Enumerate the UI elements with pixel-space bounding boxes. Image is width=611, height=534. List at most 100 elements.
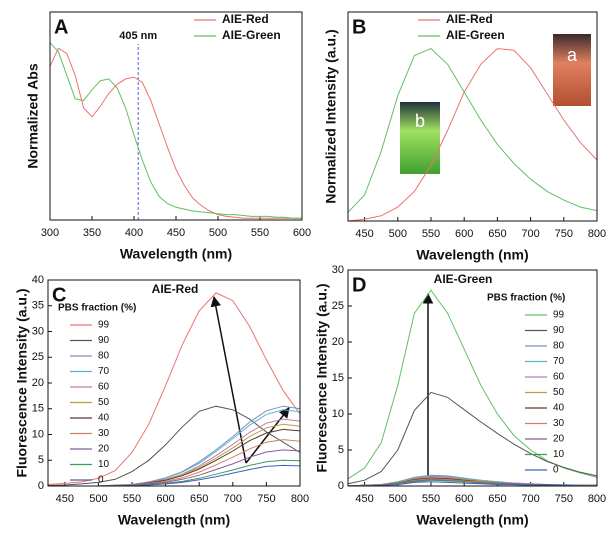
x-tick-label: 800 — [588, 228, 606, 240]
legend-label: 99 — [553, 310, 565, 321]
x-tick-label: 750 — [555, 228, 573, 240]
legend-label: 10 — [98, 459, 110, 470]
panel-label: B — [352, 16, 366, 38]
legend-label: 30 — [553, 418, 565, 429]
x-tick-label: 600 — [455, 228, 473, 240]
series-line — [49, 47, 302, 219]
legend-label: 70 — [553, 356, 565, 367]
legend-title: PBS fraction (%) — [487, 293, 565, 304]
x-tick-label: 750 — [555, 493, 573, 505]
y-tick-label: 20 — [32, 377, 44, 389]
plot-frame — [47, 279, 301, 487]
legend-label: 60 — [553, 372, 565, 383]
x-axis-title: Wavelength (nm) — [120, 246, 232, 262]
legend-label: 20 — [98, 444, 110, 455]
x-tick-label: 350 — [83, 227, 101, 239]
legend-label: AIE-Green — [222, 28, 281, 42]
legend-label: 99 — [98, 320, 110, 331]
x-tick-label: 550 — [251, 227, 269, 239]
y-axis-title: Normalized Intensity (a.u.) — [323, 29, 339, 203]
legend-label: 30 — [98, 428, 110, 439]
x-tick-label: 700 — [521, 493, 539, 505]
x-tick-label: 300 — [41, 227, 59, 239]
legend-label: 0 — [553, 465, 559, 476]
x-axis-title: Wavelength (nm) — [118, 512, 230, 528]
series-line — [47, 405, 301, 486]
x-tick-label: 650 — [488, 493, 506, 505]
y-tick-label: 35 — [32, 300, 44, 312]
y-tick-label: 25 — [332, 300, 344, 312]
inset-label: b — [415, 111, 425, 131]
x-tick-label: 600 — [156, 493, 174, 505]
y-tick-label: 30 — [32, 325, 44, 337]
legend-label: 40 — [98, 413, 110, 424]
inset-photo-a — [553, 34, 591, 106]
x-tick-label: 550 — [123, 493, 141, 505]
y-tick-label: 0 — [338, 480, 344, 492]
y-axis-title: Fluorescence Intensity (a.u.) — [314, 283, 330, 472]
y-tick-label: 10 — [32, 428, 44, 440]
panel-label: D — [352, 274, 366, 296]
legend-label: 60 — [98, 382, 110, 393]
x-tick-label: 500 — [89, 493, 107, 505]
x-tick-label: 450 — [355, 493, 373, 505]
legend-label: 70 — [98, 366, 110, 377]
series-line — [347, 48, 598, 213]
y-axis-title: Fluorescence Intensity (a.u.) — [14, 288, 30, 477]
x-tick-label: 650 — [488, 228, 506, 240]
legend-label: 20 — [553, 434, 565, 445]
legend-label: 80 — [98, 351, 110, 362]
plot-frame — [347, 269, 598, 487]
y-tick-label: 0 — [38, 480, 44, 492]
x-tick-label: 800 — [588, 493, 606, 505]
arrow — [210, 295, 247, 464]
legend-label: 90 — [553, 325, 565, 336]
legend-label: 90 — [98, 335, 110, 346]
y-tick-label: 20 — [332, 336, 344, 348]
y-tick-label: 25 — [32, 351, 44, 363]
y-tick-label: 5 — [38, 454, 44, 466]
x-tick-label: 550 — [422, 228, 440, 240]
legend-label: 50 — [98, 397, 110, 408]
legend-label: 10 — [553, 449, 565, 460]
x-tick-label: 450 — [167, 227, 185, 239]
x-tick-label: 650 — [190, 493, 208, 505]
x-tick-label: 800 — [291, 493, 309, 505]
x-tick-label: 500 — [389, 228, 407, 240]
legend-label: 0 — [98, 475, 104, 486]
plot-frame — [347, 11, 598, 222]
legend-label: 80 — [553, 341, 565, 352]
y-tick-label: 15 — [32, 403, 44, 415]
legend-title: PBS fraction (%) — [58, 303, 136, 314]
series-line — [347, 391, 598, 485]
x-axis-title: Wavelength (nm) — [416, 247, 528, 263]
series-line — [347, 48, 598, 222]
series-line — [348, 481, 597, 487]
x-tick-label: 400 — [125, 227, 143, 239]
legend-label: AIE-Green — [446, 28, 505, 42]
y-axis-title: Normalized Abs — [25, 63, 41, 168]
plot-frame — [49, 11, 303, 221]
x-tick-label: 500 — [389, 493, 407, 505]
arrow — [245, 407, 290, 464]
inset-photo-b — [400, 102, 440, 174]
series-line — [47, 292, 301, 485]
series-line — [48, 428, 301, 487]
x-tick-label: 700 — [521, 228, 539, 240]
series-line — [49, 42, 302, 219]
panel-label: A — [54, 16, 68, 38]
chart-title: AIE-Green — [434, 272, 493, 286]
x-tick-label: 700 — [224, 493, 242, 505]
panel-label: C — [52, 284, 66, 306]
y-tick-label: 15 — [332, 372, 344, 384]
x-tick-label: 450 — [355, 228, 373, 240]
x-tick-label: 450 — [56, 493, 74, 505]
y-tick-label: 30 — [332, 264, 344, 276]
y-tick-label: 10 — [332, 408, 344, 420]
x-axis-title: Wavelength (nm) — [416, 512, 528, 528]
x-tick-label: 600 — [293, 227, 311, 239]
legend-label: 40 — [553, 403, 565, 414]
x-tick-label: 750 — [257, 493, 275, 505]
annotation: 405 nm — [119, 30, 157, 42]
inset-label: a — [567, 45, 578, 65]
